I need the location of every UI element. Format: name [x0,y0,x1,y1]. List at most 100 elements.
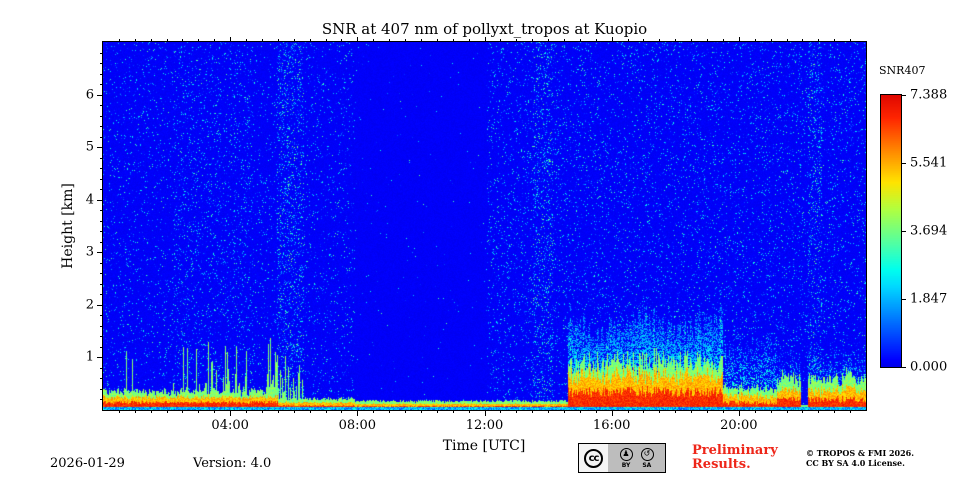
x-tick [357,410,359,416]
x-minor-tick [818,410,820,413]
y-minor-tick [100,105,103,107]
x-tick [357,37,359,42]
x-minor-tick [325,39,327,42]
y-minor-tick [100,136,103,138]
colorbar-tick-label: 3.694 [910,223,948,239]
y-minor-tick [100,315,103,317]
y-minor-tick [100,189,103,191]
x-minor-tick [452,410,454,413]
x-minor-tick [754,39,756,42]
colorbar-tick-label: 0.000 [910,359,948,375]
x-tick-label: 12:00 [465,418,504,433]
x-minor-tick [309,410,311,413]
x-minor-tick [595,410,597,413]
y-tick [97,252,103,254]
y-minor-tick [100,63,103,65]
x-minor-tick [293,39,295,42]
x-minor-tick [325,410,327,413]
x-minor-tick [468,39,470,42]
y-tick [97,147,103,149]
x-minor-tick [118,39,120,42]
colorbar-tick-label: 7.388 [910,87,948,103]
x-minor-tick [261,39,263,42]
x-minor-tick [198,39,200,42]
x-minor-tick [373,410,375,413]
y-tick [97,94,103,96]
x-minor-tick [548,39,550,42]
colorbar-title: SNR407 [879,64,926,77]
y-minor-tick [100,273,103,275]
by-person-icon: ♟ [619,447,633,461]
colorbar-canvas [881,95,901,367]
copyright-label: © TROPOS & FMI 2026. CC BY SA 4.0 Licens… [806,448,915,468]
x-minor-tick [261,410,263,413]
x-minor-tick [436,39,438,42]
x-minor-tick [277,410,279,413]
x-minor-tick [500,39,502,42]
x-minor-tick [659,39,661,42]
x-tick-label: 20:00 [720,418,758,433]
x-minor-tick [277,39,279,42]
x-minor-tick [722,39,724,42]
x-minor-tick [802,39,804,42]
preliminary-results-label: Preliminary Results. [692,443,778,472]
y-minor-tick [100,262,103,264]
x-minor-tick [850,39,852,42]
x-tick [738,410,740,416]
y-minor-tick [100,157,103,159]
cc-license-badge: cc ♟ ↺ BY SA [578,443,666,473]
x-minor-tick [293,410,295,413]
x-minor-tick [452,39,454,42]
y-minor-tick [100,367,103,369]
x-minor-tick [420,410,422,413]
x-minor-tick [246,410,248,413]
colorbar-tick [902,299,906,300]
colorbar-tick [902,95,906,96]
x-minor-tick [214,39,216,42]
y-minor-tick [100,388,103,390]
y-minor-tick [100,283,103,285]
x-minor-tick [770,410,772,413]
x-minor-tick [675,39,677,42]
y-minor-tick [100,336,103,338]
x-minor-tick [309,39,311,42]
x-minor-tick [389,39,391,42]
y-tick-label: 1 [85,349,94,365]
x-minor-tick [532,410,534,413]
sa-arrow-icon: ↺ [640,447,654,461]
x-minor-tick [405,39,407,42]
y-minor-tick [100,378,103,380]
by-label: BY [621,461,631,469]
y-tick-label: 6 [85,87,94,103]
y-minor-tick [100,399,103,401]
x-minor-tick [786,39,788,42]
x-minor-tick [134,410,136,413]
x-tick-label: 04:00 [211,418,249,433]
colorbar-tick-label: 1.847 [910,291,948,307]
heatmap-canvas [103,42,866,410]
x-minor-tick [691,39,693,42]
y-tick [97,199,103,201]
x-minor-tick [198,410,200,413]
x-minor-tick [722,410,724,413]
y-tick-label: 3 [85,244,94,260]
x-minor-tick [627,39,629,42]
x-minor-tick [150,410,152,413]
y-tick [97,304,103,306]
heatmap-plot [102,41,867,411]
y-minor-tick [100,73,103,75]
x-tick [484,410,486,416]
x-minor-tick [834,39,836,42]
x-minor-tick [627,410,629,413]
x-minor-tick [166,39,168,42]
cc-icon: cc [579,444,608,472]
x-minor-tick [516,410,518,413]
y-minor-tick [100,84,103,86]
x-minor-tick [182,410,184,413]
x-minor-tick [341,39,343,42]
date-label: 2026-01-29 [50,456,125,471]
y-minor-tick [100,294,103,296]
x-minor-tick [770,39,772,42]
plot-title: SNR at 407 nm of pollyxt_tropos at Kuopi… [321,20,648,38]
x-tick [611,410,613,416]
